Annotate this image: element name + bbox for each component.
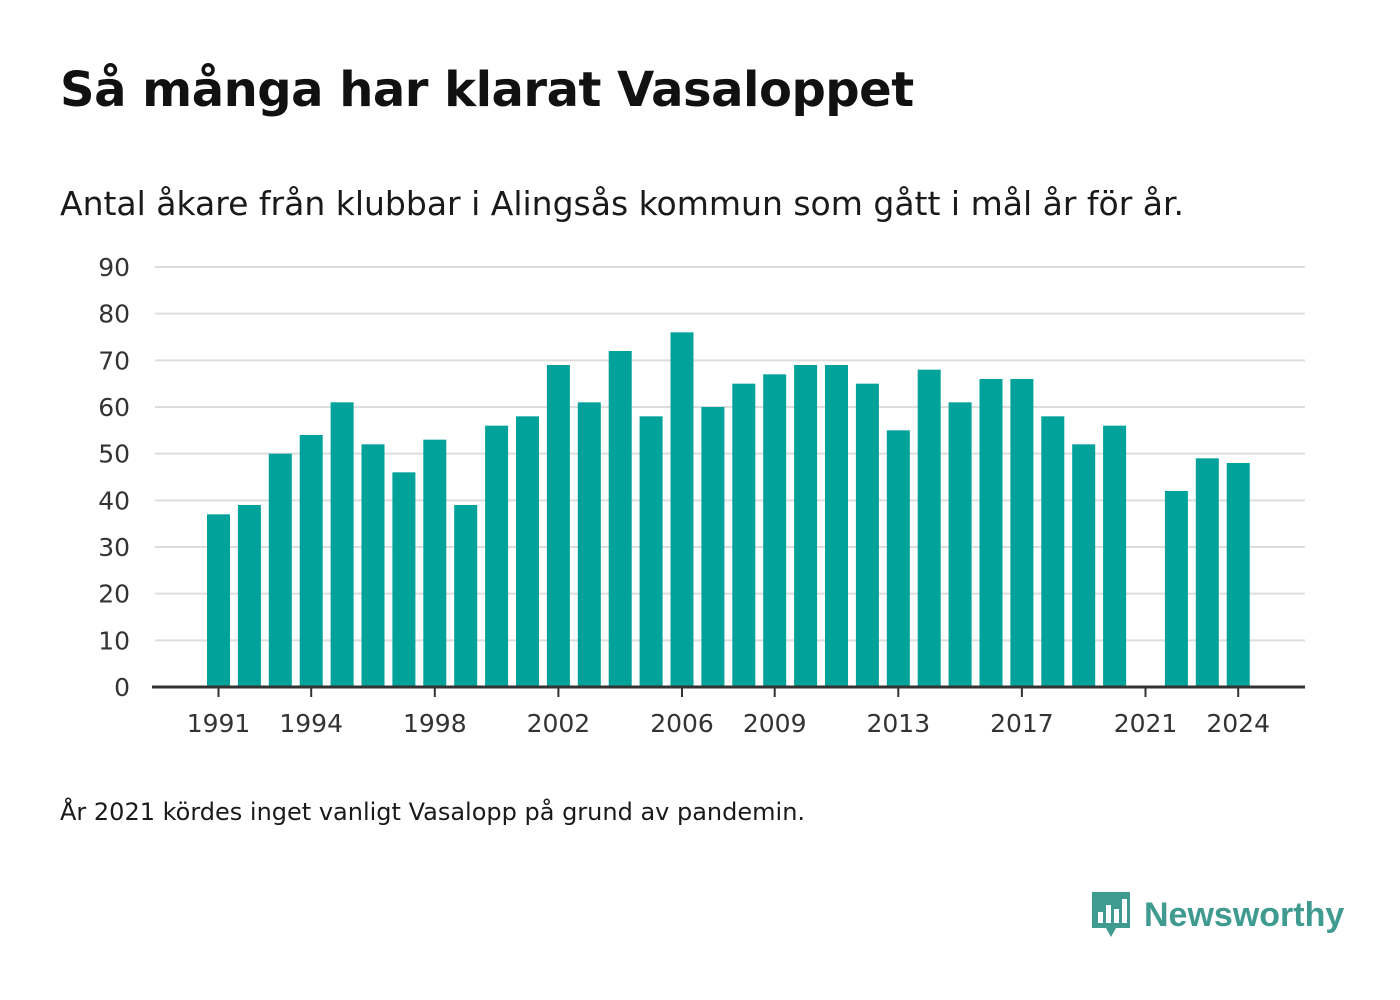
y-tick-label: 40 bbox=[98, 486, 130, 515]
x-axis-ticks: 1991 1994 1998 2002 2006 2009 2013 2017 2021 2024 bbox=[187, 687, 1270, 738]
chart-subtitle: Antal åkare från klubbar i Alingsås komm… bbox=[60, 184, 1184, 223]
x-tick-label: 2006 bbox=[650, 709, 714, 738]
bar bbox=[763, 374, 787, 687]
bar bbox=[1164, 491, 1188, 687]
bar bbox=[423, 439, 447, 687]
bar bbox=[701, 407, 725, 687]
y-tick-label: 0 bbox=[114, 673, 130, 702]
x-tick-label: 1994 bbox=[279, 709, 343, 738]
y-tick-label: 80 bbox=[98, 300, 130, 329]
x-tick-label: 2002 bbox=[527, 709, 591, 738]
bar bbox=[732, 383, 756, 687]
x-tick-label: 2024 bbox=[1206, 709, 1270, 738]
x-tick-label: 2021 bbox=[1114, 709, 1178, 738]
chart-title: Så många har klarat Vasaloppet bbox=[60, 62, 914, 118]
bar bbox=[546, 365, 570, 687]
y-tick-label: 60 bbox=[98, 393, 130, 422]
bar bbox=[825, 365, 848, 687]
bar bbox=[577, 402, 601, 687]
x-tick-label: 1991 bbox=[187, 709, 251, 738]
bar bbox=[639, 416, 663, 687]
bar bbox=[794, 365, 818, 687]
bar bbox=[608, 351, 632, 687]
newsworthy-logo-icon bbox=[1092, 892, 1130, 937]
brand-logo: Newsworthy bbox=[1090, 890, 1344, 940]
bar-chart: 0 10 20 30 40 50 60 70 80 90 1991 1994 1998 2002 2006… bbox=[98, 253, 1305, 738]
bar bbox=[1010, 379, 1034, 687]
brand-name: Newsworthy bbox=[1144, 895, 1345, 934]
bar bbox=[979, 379, 1003, 687]
bar bbox=[886, 430, 910, 687]
x-tick-label: 1998 bbox=[403, 709, 467, 738]
y-tick-label: 30 bbox=[98, 533, 130, 562]
bar bbox=[207, 514, 230, 687]
y-tick-label: 20 bbox=[98, 580, 130, 609]
bar bbox=[1072, 444, 1096, 687]
bar bbox=[485, 425, 509, 687]
gridlines bbox=[155, 266, 1305, 642]
y-tick-label: 10 bbox=[98, 626, 130, 655]
bar bbox=[268, 453, 292, 687]
x-tick-label: 2009 bbox=[743, 709, 807, 738]
bar bbox=[855, 383, 879, 687]
bar bbox=[1195, 458, 1219, 687]
y-tick-label: 50 bbox=[98, 440, 130, 469]
bar bbox=[299, 435, 323, 687]
bar bbox=[330, 402, 354, 687]
bar bbox=[948, 402, 972, 687]
bars bbox=[207, 332, 1250, 687]
x-tick-label: 2013 bbox=[866, 709, 930, 738]
bar bbox=[516, 416, 539, 687]
y-axis-ticks: 0 10 20 30 40 50 60 70 80 90 bbox=[98, 253, 130, 702]
bar bbox=[917, 369, 941, 687]
bar bbox=[454, 505, 478, 687]
bar bbox=[361, 444, 385, 687]
y-tick-label: 90 bbox=[98, 253, 130, 282]
bar bbox=[237, 505, 261, 687]
x-tick-label: 2017 bbox=[990, 709, 1054, 738]
bar bbox=[1041, 416, 1065, 687]
footnote: År 2021 kördes inget vanligt Vasalopp på… bbox=[60, 798, 806, 826]
y-tick-label: 70 bbox=[98, 346, 130, 375]
bar bbox=[1103, 425, 1127, 687]
bar bbox=[670, 332, 694, 687]
bar bbox=[392, 472, 416, 687]
bar bbox=[1226, 463, 1250, 687]
